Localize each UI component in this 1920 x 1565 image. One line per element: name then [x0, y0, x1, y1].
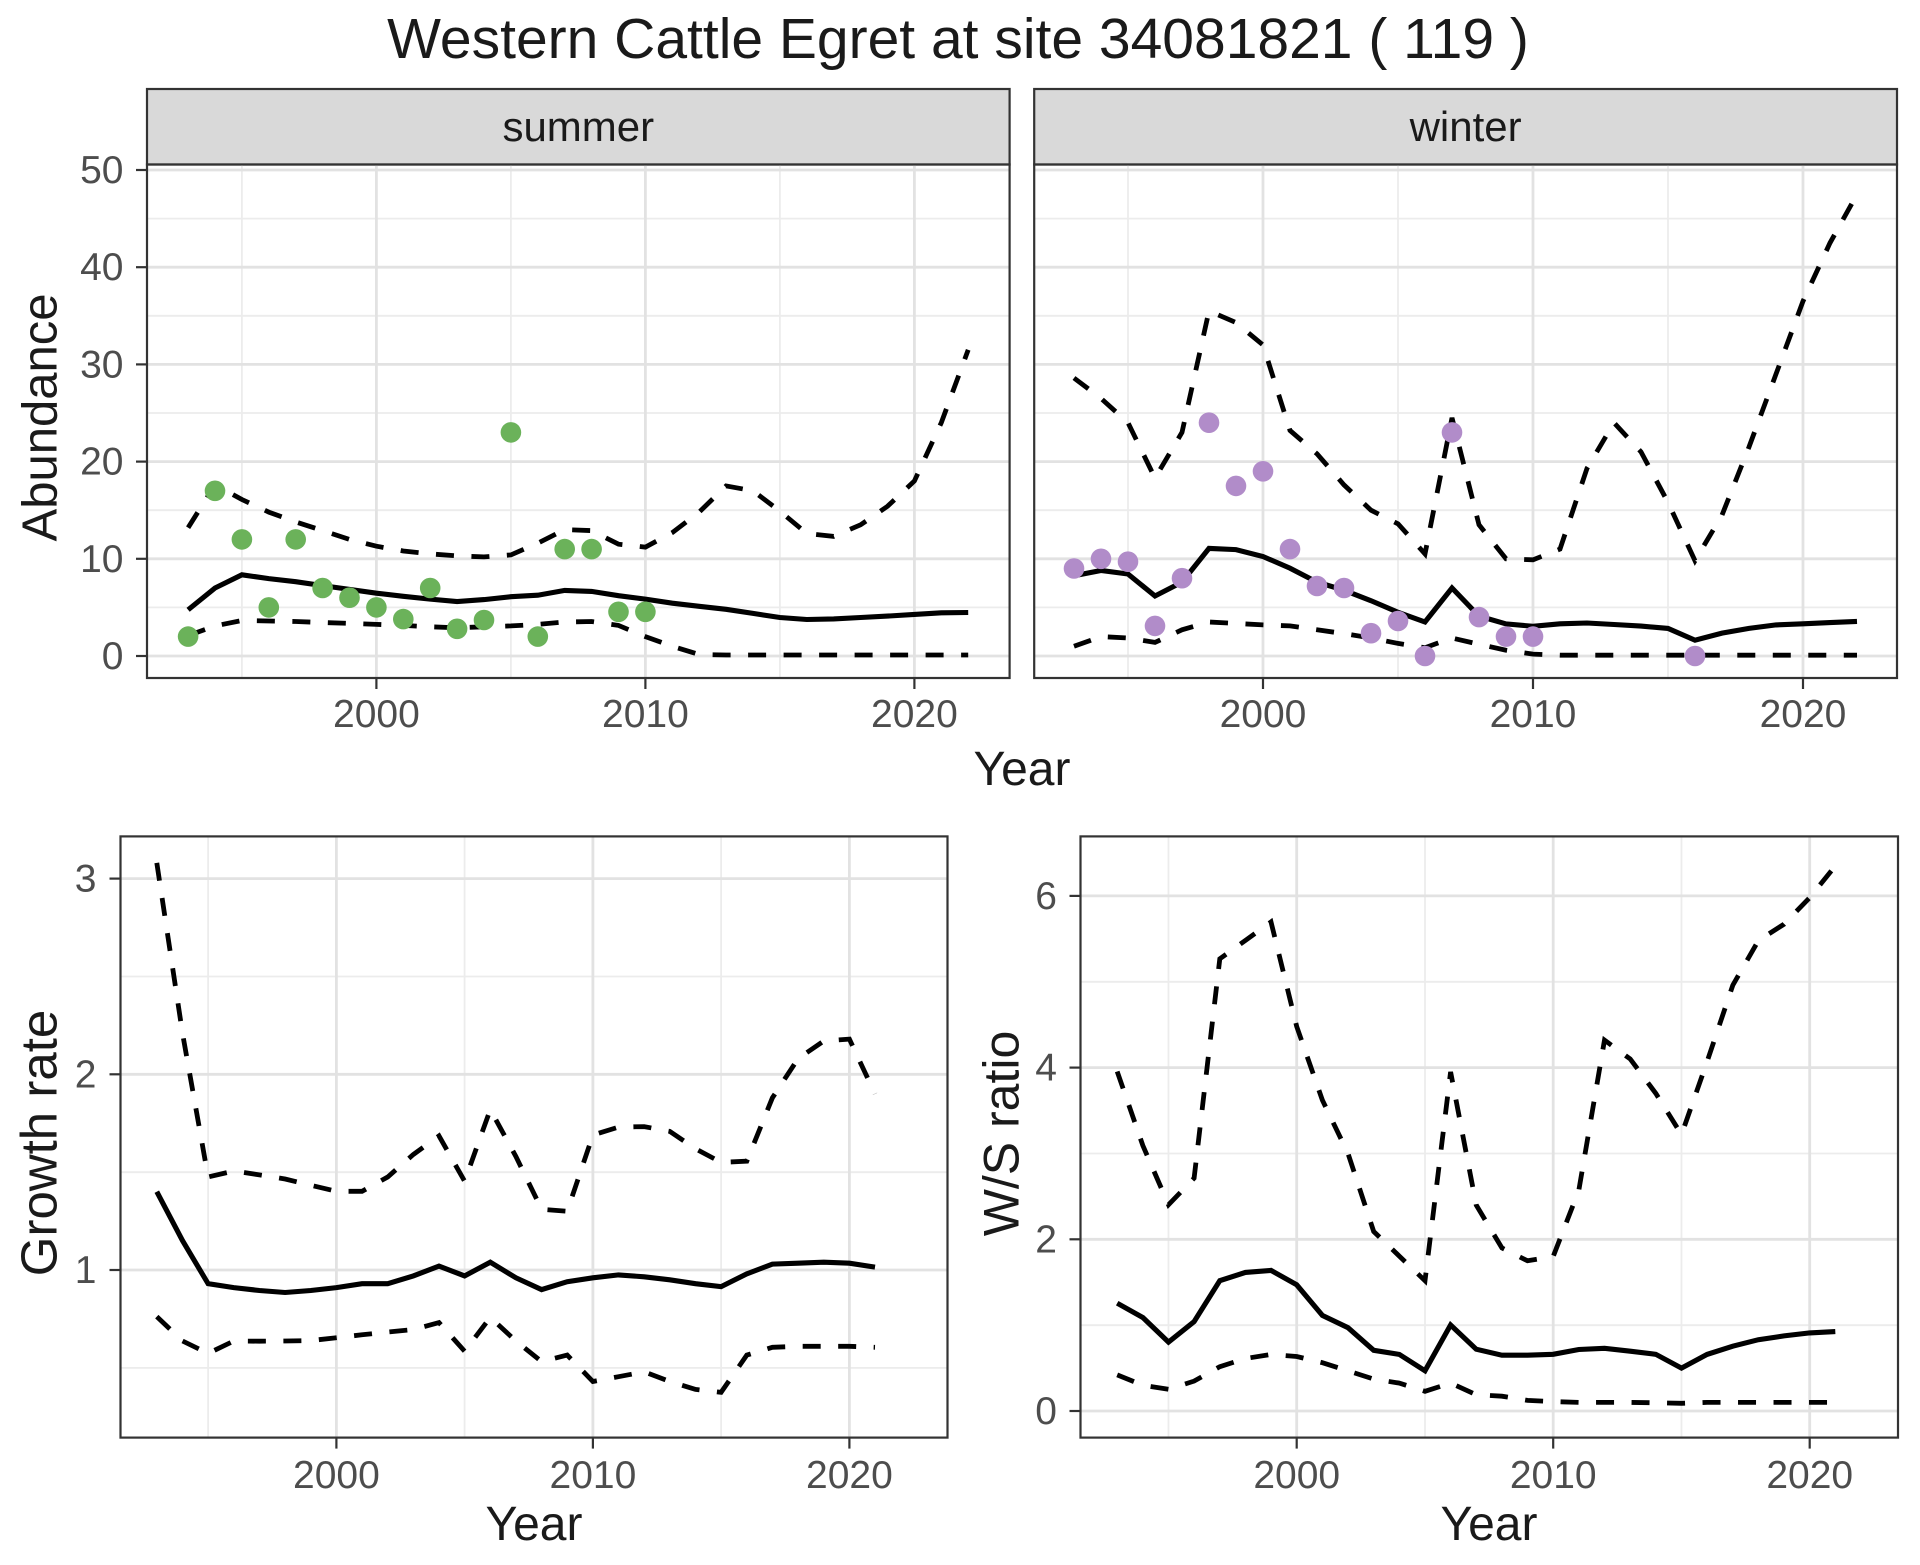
- svg-text:2020: 2020: [1760, 693, 1847, 736]
- svg-text:2010: 2010: [550, 1454, 637, 1497]
- svg-text:winter: winter: [1409, 103, 1522, 150]
- svg-text:4: 4: [1035, 1047, 1057, 1090]
- svg-text:2: 2: [75, 1053, 97, 1096]
- svg-text:Year: Year: [486, 1498, 583, 1551]
- svg-text:Year: Year: [1441, 1498, 1538, 1551]
- svg-text:Year: Year: [974, 743, 1071, 796]
- svg-text:0: 0: [102, 635, 124, 678]
- svg-text:3: 3: [75, 858, 97, 901]
- svg-text:30: 30: [80, 343, 123, 386]
- svg-text:2: 2: [1035, 1218, 1057, 1261]
- svg-text:summer: summer: [502, 103, 654, 150]
- svg-text:1: 1: [75, 1249, 97, 1292]
- svg-text:2020: 2020: [1766, 1454, 1853, 1497]
- svg-text:Western Cattle Egret at site 3: Western Cattle Egret at site 34081821 ( …: [387, 7, 1529, 71]
- svg-text:2020: 2020: [871, 693, 958, 736]
- svg-text:2010: 2010: [602, 693, 689, 736]
- svg-text:40: 40: [80, 246, 123, 289]
- svg-text:W/S ratio: W/S ratio: [974, 1031, 1030, 1237]
- svg-text:2000: 2000: [1220, 693, 1307, 736]
- svg-text:0: 0: [1035, 1390, 1057, 1433]
- svg-text:20: 20: [80, 441, 123, 484]
- svg-text:50: 50: [80, 149, 123, 192]
- svg-text:2020: 2020: [806, 1454, 893, 1497]
- svg-text:2010: 2010: [1490, 693, 1577, 736]
- svg-text:Growth rate: Growth rate: [10, 1010, 67, 1276]
- svg-text:2000: 2000: [333, 693, 420, 736]
- svg-text:10: 10: [80, 538, 123, 581]
- svg-text:2000: 2000: [1253, 1454, 1340, 1497]
- svg-text:2010: 2010: [1510, 1454, 1597, 1497]
- svg-text:Abundance: Abundance: [14, 294, 68, 542]
- svg-text:2000: 2000: [293, 1454, 380, 1497]
- svg-text:6: 6: [1035, 875, 1057, 918]
